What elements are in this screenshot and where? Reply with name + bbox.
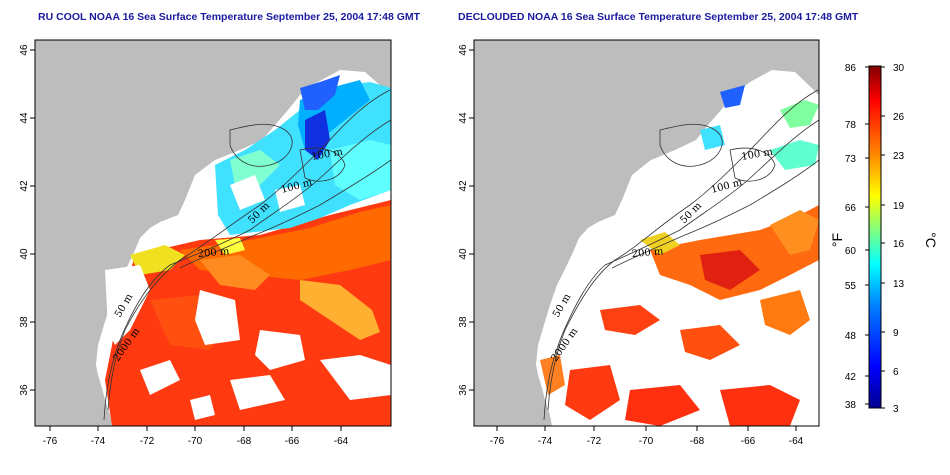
x-tick-label: -74 bbox=[538, 436, 553, 447]
colorbar-f-tick: 60 bbox=[845, 246, 857, 257]
colorbar-f-tick: 66 bbox=[845, 203, 857, 214]
right-map-axes bbox=[469, 49, 797, 431]
colorbar-c-tick: 26 bbox=[893, 112, 905, 123]
sst-field-left bbox=[105, 75, 391, 426]
y-tick-label: 46 bbox=[19, 44, 30, 56]
colorbar-f-tick: 73 bbox=[845, 154, 857, 165]
land-mass bbox=[474, 40, 819, 426]
y-tick-label: 38 bbox=[458, 316, 469, 328]
land-mass bbox=[35, 40, 391, 426]
contour-label-200m: 200 m bbox=[197, 246, 230, 260]
colorbar-f-tick: 55 bbox=[845, 281, 857, 292]
y-tick-label: 38 bbox=[19, 316, 30, 328]
x-tick-label: -76 bbox=[43, 436, 58, 447]
colorbar-c-tick: 19 bbox=[893, 201, 905, 212]
x-tick-label: -70 bbox=[639, 436, 654, 447]
x-tick-label: -64 bbox=[789, 436, 804, 447]
right-map-title: DECLOUDED NOAA 16 Sea Surface Temperatur… bbox=[458, 11, 859, 23]
colorbar-c-tick: 13 bbox=[893, 279, 905, 290]
y-tick-label: 40 bbox=[19, 248, 30, 260]
y-tick-label: 44 bbox=[19, 112, 30, 124]
x-tick-label: -70 bbox=[188, 436, 203, 447]
x-tick-label: -68 bbox=[237, 436, 252, 447]
colorbar-f-tick: 38 bbox=[845, 400, 857, 411]
colorbar-gradient bbox=[868, 65, 882, 409]
x-tick-label: -72 bbox=[140, 436, 155, 447]
fahrenheit-unit-label: °F bbox=[829, 233, 845, 247]
bathymetry-contours-right bbox=[543, 89, 819, 421]
colorbar-c-tick: 23 bbox=[893, 151, 905, 162]
colorbar-c-tick: 9 bbox=[893, 328, 899, 339]
x-tick-label: -72 bbox=[587, 436, 602, 447]
colorbar-c-tick: 30 bbox=[893, 63, 905, 74]
y-tick-label: 42 bbox=[19, 180, 30, 192]
colorbar-c-tick: 3 bbox=[893, 404, 899, 415]
y-tick-label: 36 bbox=[458, 384, 469, 396]
y-tick-label: 40 bbox=[458, 248, 469, 260]
y-tick-label: 44 bbox=[458, 112, 469, 124]
left-map-title: RU COOL NOAA 16 Sea Surface Temperature … bbox=[38, 11, 421, 23]
x-tick-label: -74 bbox=[91, 436, 106, 447]
colorbar-c-tick: 16 bbox=[893, 239, 905, 250]
colorbar-f-tick: 78 bbox=[845, 120, 857, 131]
colorbar-c-tick: 6 bbox=[893, 367, 899, 378]
colorbar: 86 78 73 66 60 55 48 42 38 30 26 23 19 1… bbox=[829, 63, 939, 415]
colorbar-f-tick: 42 bbox=[845, 372, 857, 383]
cloud-mask-left bbox=[105, 175, 391, 420]
sst-field-right bbox=[540, 85, 819, 426]
bathymetry-contours-left bbox=[103, 89, 391, 421]
right-map-panel: 100 m 100 m 50 m 200 m 50 m 2000 m -76 -… bbox=[458, 39, 820, 447]
colorbar-f-tick: 86 bbox=[845, 63, 857, 74]
left-map-axes bbox=[30, 49, 342, 431]
x-tick-label: -66 bbox=[741, 436, 756, 447]
y-tick-label: 46 bbox=[458, 44, 469, 56]
y-tick-label: 36 bbox=[19, 384, 30, 396]
left-map-panel: 100 m 100 m 50 m 200 m 50 m 2000 m -76 -… bbox=[19, 39, 392, 447]
x-tick-label: -68 bbox=[690, 436, 705, 447]
y-tick-label: 42 bbox=[458, 180, 469, 192]
x-tick-label: -64 bbox=[334, 436, 349, 447]
x-tick-label: -76 bbox=[490, 436, 505, 447]
x-tick-label: -66 bbox=[285, 436, 300, 447]
celsius-unit-label: °C bbox=[923, 232, 939, 248]
contour-label-200m: 200 m bbox=[631, 246, 664, 260]
colorbar-f-tick: 48 bbox=[845, 331, 857, 342]
